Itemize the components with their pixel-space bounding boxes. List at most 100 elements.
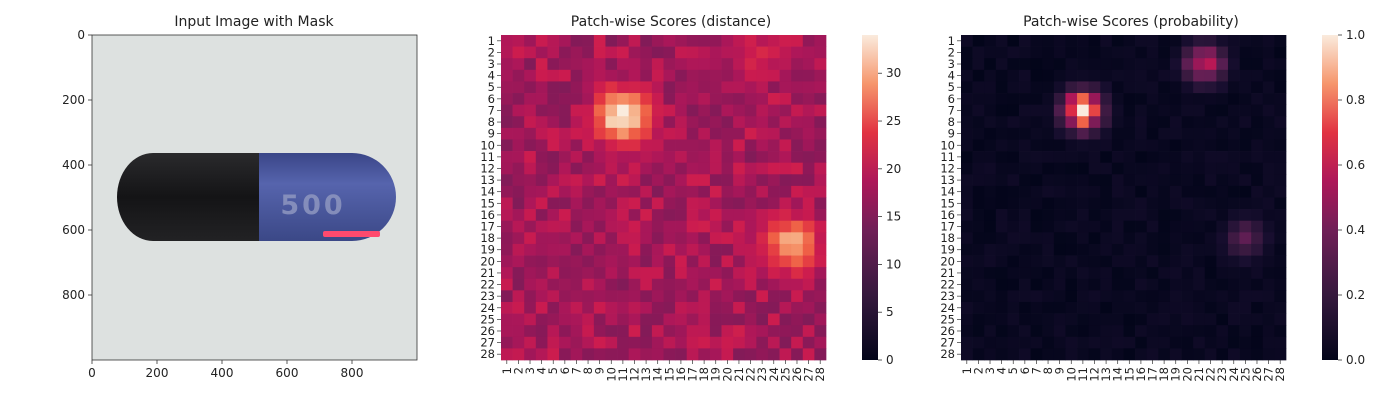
heatmap-cell [501,336,513,349]
heatmap-cell [651,278,664,291]
heatmap-cell [744,93,757,105]
heatmap-cell [1274,69,1287,82]
heatmap-cell [1193,35,1206,47]
heatmap-cell [1111,255,1124,268]
heatmap-cell [524,116,537,129]
heatmap-cell [721,209,734,222]
heatmap-cell [1042,336,1055,349]
heatmap-cell [1239,255,1252,268]
heatmap-cell [984,69,997,82]
heatmap-cell [756,301,769,314]
heatmap-cell [995,185,1008,198]
heatmap-cell [605,174,618,187]
heatmap-cell [570,127,583,140]
heatmap-cell [535,278,548,291]
heatmap-cell [593,197,606,210]
heatmap-cell [961,232,973,245]
heatmap-cell [733,267,746,280]
heatmap-cell [791,69,804,82]
heatmap-cell [1181,243,1194,256]
heatmap-cell [1030,313,1043,326]
heatmap-cell [756,127,769,140]
heatmap-cell [779,127,792,140]
heatmap-cell [1030,116,1043,129]
heatmap-cell [651,116,664,129]
heatmap-cell [1123,290,1136,303]
heatmap-cell [1077,243,1090,256]
heatmap-cell [1088,81,1101,94]
heatmap-cell [1030,93,1043,105]
heatmap-cell [1135,197,1148,210]
heatmap-cell [512,174,525,187]
heatmap-cell [663,46,676,59]
heatmap-cell [547,104,560,117]
heatmap-cell [802,325,815,338]
heatmap-cell [651,313,664,326]
heatmap-cell [995,35,1008,47]
heatmap-cell [1204,290,1217,303]
heatmap-xtick-label: 22 [1204,367,1218,382]
heatmap-cell [535,116,548,129]
heatmap-cell [1042,116,1055,129]
heatmap-cell [501,197,513,210]
heatmap-cell [1216,313,1229,326]
heatmap-cell [1042,220,1055,233]
heatmap-cell [593,93,606,105]
heatmap-cell [512,35,525,47]
heatmap-cell [686,313,699,326]
colorbar-tick-label: 0.4 [1346,223,1365,237]
heatmap-cell [1216,127,1229,140]
heatmap-cell [1111,336,1124,349]
heatmap-cell [814,313,827,326]
heatmap-xtick-label: 6 [558,367,572,374]
heatmap-cell [1216,232,1229,245]
heatmap-ytick-label: 12 [940,161,955,175]
heatmap-cell [628,220,641,233]
heatmap-cell [640,69,653,82]
heatmap-cell [1239,348,1252,361]
heatmap-cell [1077,255,1090,268]
heatmap-cell [535,69,548,82]
heatmap-cell [1204,301,1217,314]
heatmap-cell [1135,301,1148,314]
heatmap-cell [709,267,722,280]
heatmap-cell [640,336,653,349]
heatmap-cell [995,220,1008,233]
heatmap-cell [1262,46,1275,59]
heatmap-cell [1030,81,1043,94]
heatmap-cell [617,116,630,129]
distance-colorbar [862,35,878,360]
heatmap-xtick-label: 19 [709,367,723,382]
heatmap-cell [524,278,537,291]
image-xtick-label: 200 [146,366,169,380]
heatmap-cell [984,162,997,175]
heatmap-cell [791,301,804,314]
heatmap-cell [628,81,641,94]
heatmap-cell [1239,278,1252,291]
heatmap-cell [651,81,664,94]
heatmap-cell [733,151,746,164]
heatmap-cell [1123,46,1136,59]
heatmap-cell [570,313,583,326]
heatmap-cell [1146,185,1159,198]
heatmap-cell [535,139,548,152]
heatmap-ytick-label: 21 [940,266,955,280]
heatmap-xtick-label: 8 [1041,367,1055,374]
heatmap-cell [1007,278,1020,291]
heatmap-cell [1158,93,1171,105]
heatmap-cell [559,46,571,59]
heatmap-cell [972,278,985,291]
heatmap-cell [1239,209,1252,222]
heatmap-cell [617,348,630,361]
heatmap-cell [1088,35,1101,47]
heatmap-cell [501,243,513,256]
heatmap-cell [1019,139,1031,152]
heatmap-cell [791,220,804,233]
heatmap-cell [1100,255,1113,268]
heatmap-xtick-label: 26 [790,367,804,382]
heatmap-cell [744,301,757,314]
heatmap-cell [1274,243,1287,256]
heatmap-cell [767,197,780,210]
heatmap-cell [617,197,630,210]
heatmap-cell [1019,58,1031,71]
